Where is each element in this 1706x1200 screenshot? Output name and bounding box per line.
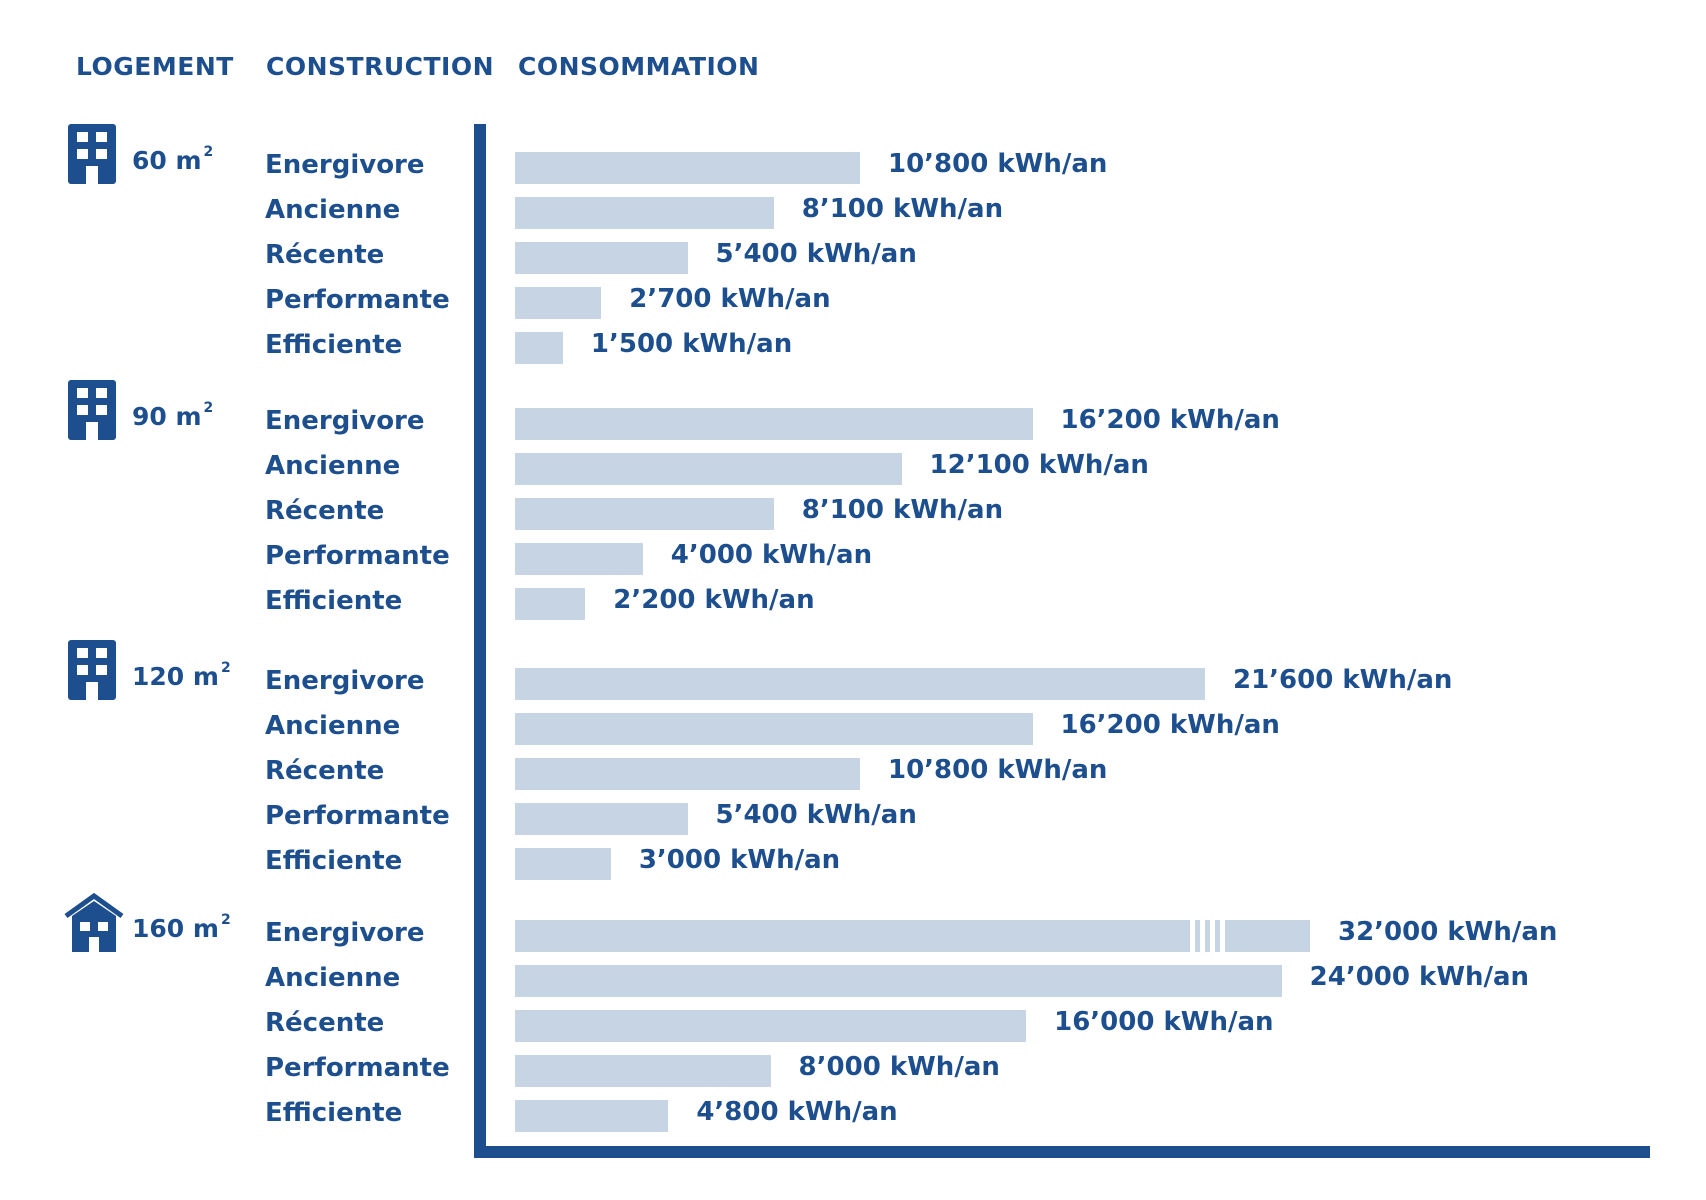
house-icon xyxy=(64,892,124,952)
data-label: 8’000 kWh/an xyxy=(798,1052,1000,1082)
data-label: 16’200 kWh/an xyxy=(1060,710,1280,740)
construction-label: Récente xyxy=(265,1008,385,1038)
data-label: 5’400 kWh/an xyxy=(715,800,917,830)
data-label: 16’000 kWh/an xyxy=(1054,1007,1274,1037)
bar xyxy=(515,197,774,229)
construction-label: Efficiente xyxy=(265,1098,403,1128)
bar xyxy=(515,588,586,620)
construction-label: Energivore xyxy=(265,150,425,180)
bar xyxy=(515,1055,771,1087)
bar xyxy=(515,1100,669,1132)
category-group: 60 m 2 Energivore 10’800 kWh/an Ancienne 8’10… xyxy=(0,124,1706,364)
construction-label: Efficiente xyxy=(265,586,403,616)
header-logement: LOGEMENT xyxy=(76,52,234,81)
construction-label: Efficiente xyxy=(265,330,403,360)
construction-label: Energivore xyxy=(265,918,425,948)
bar xyxy=(515,498,774,530)
data-label: 21’600 kWh/an xyxy=(1233,665,1453,695)
construction-label: Efficiente xyxy=(265,846,403,876)
bar xyxy=(515,152,860,184)
bar xyxy=(515,453,902,485)
bar xyxy=(515,713,1033,745)
apartment-building-icon xyxy=(68,640,118,700)
bar xyxy=(515,668,1205,700)
bar xyxy=(515,1010,1027,1042)
data-label: 5’400 kWh/an xyxy=(715,239,917,269)
bar xyxy=(515,408,1033,440)
area-exponent: 2 xyxy=(203,400,214,416)
data-label: 32’000 kWh/an xyxy=(1338,917,1558,947)
area-exponent: 2 xyxy=(203,144,214,160)
construction-label: Energivore xyxy=(265,406,425,436)
bar xyxy=(515,287,602,319)
bar xyxy=(515,920,1310,952)
construction-label: Récente xyxy=(265,240,385,270)
data-label: 4’800 kWh/an xyxy=(696,1097,898,1127)
apartment-building-icon xyxy=(68,124,118,184)
construction-label: Ancienne xyxy=(265,963,401,993)
category-group: 90 m 2 Energivore 16’200 kWh/an Ancienne 12’1… xyxy=(0,380,1706,620)
header-construction: CONSTRUCTION xyxy=(266,52,495,81)
construction-label: Ancienne xyxy=(265,195,401,225)
dwelling-size-value: 160 m xyxy=(132,914,219,943)
data-label: 4’000 kWh/an xyxy=(670,540,873,570)
bar xyxy=(515,965,1282,997)
category-group: 120 m 2 Energivore 21’600 kWh/an Ancienne 16’… xyxy=(0,640,1706,880)
construction-label: Performante xyxy=(265,1053,450,1083)
data-label: 2’700 kWh/an xyxy=(629,284,831,314)
construction-label: Ancienne xyxy=(265,451,401,481)
category-group: 160 m 2 Energivore 32’000 kWh/an Ancienne 24’… xyxy=(0,892,1706,1132)
x-axis-line xyxy=(474,1146,1650,1158)
construction-label: Récente xyxy=(265,496,385,526)
dwelling-size-value: 120 m xyxy=(132,662,219,691)
area-exponent: 2 xyxy=(220,912,231,928)
apartment-building-icon xyxy=(68,380,118,440)
construction-label: Récente xyxy=(265,756,385,786)
bar xyxy=(515,332,563,364)
bar xyxy=(515,242,688,274)
data-label: 24’000 kWh/an xyxy=(1309,962,1530,992)
construction-label: Performante xyxy=(265,801,450,831)
axis-break-mark xyxy=(1190,920,1230,952)
dwelling-size-value: 60 m xyxy=(132,146,202,175)
bar xyxy=(515,758,860,790)
data-label: 3’000 kWh/an xyxy=(638,845,841,875)
dwelling-size-value: 90 m xyxy=(132,402,202,431)
construction-label: Performante xyxy=(265,541,450,571)
data-label: 1’500 kWh/an xyxy=(590,329,793,359)
data-label: 10’800 kWh/an xyxy=(888,755,1108,785)
y-axis-line xyxy=(474,124,486,1158)
data-label: 2’200 kWh/an xyxy=(613,585,815,615)
bar xyxy=(515,543,643,575)
construction-label: Ancienne xyxy=(265,711,401,741)
construction-label: Performante xyxy=(265,285,450,315)
bar xyxy=(515,803,688,835)
bar xyxy=(515,848,611,880)
data-label: 8’100 kWh/an xyxy=(801,194,1004,224)
data-label: 10’800 kWh/an xyxy=(888,149,1108,179)
header-consommation: CONSOMMATION xyxy=(518,52,760,81)
data-label: 12’100 kWh/an xyxy=(929,450,1149,480)
data-label: 8’100 kWh/an xyxy=(801,495,1004,525)
data-label: 16’200 kWh/an xyxy=(1060,405,1280,435)
construction-label: Energivore xyxy=(265,666,425,696)
area-exponent: 2 xyxy=(220,660,231,676)
